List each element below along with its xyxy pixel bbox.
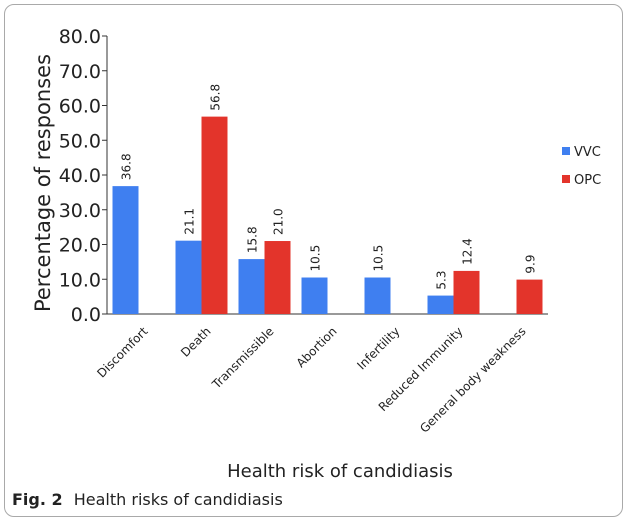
legend-swatch-opc (562, 175, 570, 183)
figure-label: Fig. 2 (12, 490, 63, 509)
data-label: 15.8 (246, 226, 260, 253)
x-tick-label: Death (178, 324, 214, 360)
bar-opc (264, 241, 291, 314)
figure-caption: Fig. 2 Health risks of candidiasis (12, 490, 283, 509)
bar-opc (201, 116, 228, 315)
legend-label-vvc: VVC (574, 145, 601, 160)
bar-opc (453, 270, 480, 314)
y-tick-label: 60.0 (59, 96, 101, 118)
y-tick-label: 50.0 (59, 130, 101, 152)
bar-vvc (364, 277, 391, 314)
data-label: 21.0 (272, 208, 286, 235)
figure-caption-text: Health risks of candidiasis (73, 490, 283, 509)
y-tick-label: 30.0 (59, 200, 101, 222)
x-tick-label: Transmissible (209, 324, 277, 392)
x-tick-label: Infertility (354, 324, 402, 372)
data-label: 10.5 (372, 245, 386, 272)
y-tick-label: 70.0 (59, 61, 101, 83)
data-label: 21.1 (183, 208, 197, 235)
data-label: 9.9 (524, 255, 538, 274)
x-tick-label: Discomfort (94, 324, 151, 381)
legend-swatch-vvc (562, 147, 570, 155)
bar-vvc (238, 259, 265, 314)
x-axis-title: Health risk of candidiasis (227, 461, 453, 482)
legend-label-opc: OPC (574, 173, 601, 188)
data-label: 5.3 (435, 270, 449, 289)
y-tick-label: 80.0 (59, 26, 101, 48)
y-tick-label: 10.0 (59, 269, 101, 291)
bar-vvc (301, 277, 328, 314)
y-tick-label: 0.0 (71, 304, 101, 326)
bar-opc (516, 279, 543, 314)
y-axis: 0.0 10.0 20.0 30.0 40.0 50.0 60.0 70.0 80.0 (59, 26, 108, 326)
y-tick-label: 40.0 (59, 165, 101, 187)
y-tick-label: 20.0 (59, 235, 101, 257)
bars: 36.8 21.1 56.8 15.8 21.0 10.5 10.5 5.3 12.4 9.9 (112, 84, 543, 315)
x-tick-label: General body weakness (417, 324, 528, 435)
data-label: 10.5 (309, 245, 323, 272)
data-label: 56.8 (209, 84, 223, 111)
y-axis-title: Percentage of responses (31, 54, 55, 312)
bar-vvc (112, 186, 139, 314)
bar-vvc (427, 295, 454, 314)
data-label: 36.8 (120, 153, 134, 180)
bar-vvc (175, 240, 202, 314)
x-tick-label: Abortion (294, 324, 340, 370)
data-label: 12.4 (461, 238, 475, 265)
legend: VVC OPC (562, 145, 601, 188)
